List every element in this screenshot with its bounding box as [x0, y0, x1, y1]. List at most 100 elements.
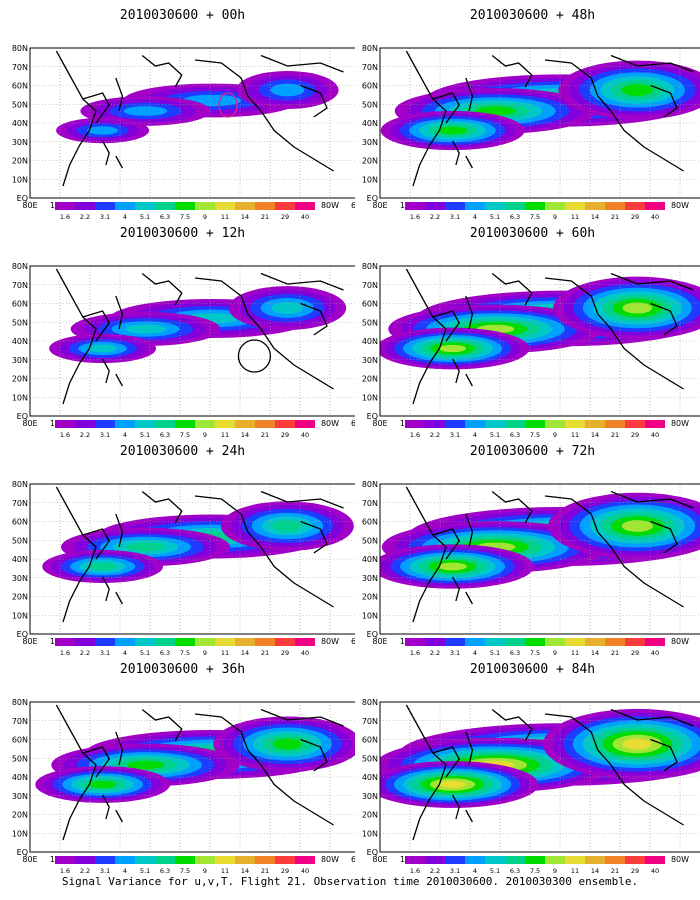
longitude-tick-label: 80W: [321, 855, 339, 864]
longitude-tick-label: 80E: [372, 637, 387, 646]
coastlines: [405, 50, 694, 187]
colorbar-level-label: 2.2: [80, 431, 90, 439]
colorbar-swatch: [235, 420, 255, 428]
contour-band: [439, 344, 467, 353]
map-frame: 80E100E120E140E160E180160W140W120W100W80…: [362, 262, 700, 428]
variance-field: [380, 492, 700, 589]
colorbar-level-label: 29: [281, 213, 289, 221]
latitude-tick-label: 70N: [12, 63, 28, 72]
colorbar-swatch: [645, 202, 665, 210]
colorbar-swatch: [155, 420, 175, 428]
coastline: [465, 155, 473, 169]
colorbar-level-label: 40: [301, 649, 309, 657]
coastline: [115, 591, 123, 605]
latitude-tick-label: 60N: [362, 736, 378, 745]
coastline: [115, 77, 124, 112]
colorbar-swatch: [55, 638, 75, 646]
latitude-tick-label: 50N: [362, 754, 378, 763]
colorbar-level-label: 14: [591, 867, 599, 875]
colorbar-level-label: 5.1: [140, 431, 150, 439]
longitude-tick-label: 80E: [22, 855, 37, 864]
colorbar-swatch: [255, 856, 275, 864]
coastline: [115, 513, 124, 548]
colorbar-level-label: 6.3: [160, 213, 170, 221]
coastline: [260, 490, 344, 509]
map-grid: [380, 702, 700, 852]
colorbar-level-label: 4: [123, 649, 127, 657]
colorbar-level-label: 14: [591, 213, 599, 221]
colorbar-level-label: 40: [651, 431, 659, 439]
map-grid: [380, 266, 700, 416]
colorbar-level-label: 4: [473, 431, 477, 439]
latitude-tick-label: 30N: [12, 792, 28, 801]
figure-caption: Signal Variance for u,v,T. Flight 21. Ob…: [61, 875, 639, 888]
colorbar-level-label: 11: [571, 431, 579, 439]
latitude-tick-label: 60N: [362, 82, 378, 91]
latitude-tick-label: 70N: [362, 63, 378, 72]
variance-field: [49, 286, 347, 364]
colorbar: 1.6 2.2 3.1 4 5.1 6.3 7.5 9 11 14 21 29 40: [55, 638, 315, 657]
colorbar-swatch: [545, 638, 565, 646]
map-frame: 80E100E120E140E160E180160W140W120W100W80…: [12, 698, 355, 864]
colorbar: 1.6 2.2 3.1 4 5.1 6.3 7.5 9 11 14 21 29 40: [405, 856, 665, 875]
longitude-tick-label: 60W: [351, 419, 355, 428]
longitude-tick-label: 60W: [351, 637, 355, 646]
coastlines: [55, 50, 344, 187]
colorbar-swatch: [585, 856, 605, 864]
latitude-tick-label: 60N: [12, 736, 28, 745]
colorbar-level-label: 9: [203, 431, 207, 439]
colorbar-swatch: [215, 856, 235, 864]
colorbar-swatch: [175, 856, 195, 864]
coastline: [102, 358, 110, 384]
colorbar-level-label: 2.2: [430, 867, 440, 875]
latitude-tick-label: 80N: [12, 44, 28, 53]
map-frame: 80E100E120E140E160E180160W140W120W100W80…: [362, 480, 700, 646]
coastline: [102, 140, 110, 166]
colorbar-swatch: [585, 638, 605, 646]
latitude-tick-label: 80N: [362, 480, 378, 489]
latitude-tick-label: 80N: [12, 698, 28, 707]
coastline: [141, 272, 183, 306]
latitude-tick-label: EQ: [367, 412, 378, 421]
coastline: [260, 54, 344, 73]
colorbar-level-label: 11: [571, 213, 579, 221]
latitude-tick-label: 70N: [12, 499, 28, 508]
coastline: [260, 708, 344, 727]
coastline: [491, 54, 533, 88]
colorbar-level-label: 3.1: [450, 867, 460, 875]
colorbar-level-label: 4: [473, 649, 477, 657]
colorbar-level-label: 9: [553, 867, 557, 875]
panel-title: 2010030600 + 24h: [119, 444, 246, 459]
colorbar-level-label: 1.6: [60, 867, 70, 875]
colorbar-swatch: [505, 638, 525, 646]
colorbar-swatch: [645, 638, 665, 646]
colorbar-level-label: 5.1: [140, 649, 150, 657]
colorbar-swatch: [605, 856, 625, 864]
colorbar-swatch: [405, 420, 425, 428]
colorbar-level-label: 2.2: [80, 649, 90, 657]
colorbar-level-label: 14: [241, 431, 249, 439]
latitude-tick-label: 60N: [12, 82, 28, 91]
latitude-tick-label: 20N: [12, 157, 28, 166]
colorbar-swatch: [605, 638, 625, 646]
colorbar-level-label: 7.5: [530, 867, 540, 875]
colorbar-swatch: [115, 638, 135, 646]
colorbar-level-label: 4: [473, 867, 477, 875]
colorbar-level-label: 21: [261, 649, 269, 657]
map-panel: 2010030600 + 36h 80E100E120E140E160E18016…: [10, 662, 355, 887]
colorbar-swatch: [115, 420, 135, 428]
colorbar: 1.6 2.2 3.1 4 5.1 6.3 7.5 9 11 14 21 29 40: [405, 420, 665, 439]
contour-band: [272, 738, 303, 750]
map-panel: 2010030600 + 48h 80E100E120E140E160E18016…: [360, 8, 700, 233]
longitude-tick-label: 80E: [22, 637, 37, 646]
variance-field: [380, 708, 700, 808]
latitude-tick-label: 10N: [12, 393, 28, 402]
colorbar-swatch: [505, 202, 525, 210]
map-border: [29, 265, 355, 417]
coastline: [115, 155, 123, 169]
variance-field: [35, 716, 355, 803]
latitude-tick-label: 80N: [362, 698, 378, 707]
colorbar-swatch: [485, 638, 505, 646]
colorbar-level-label: 6.3: [510, 867, 520, 875]
colorbar-swatch: [115, 856, 135, 864]
